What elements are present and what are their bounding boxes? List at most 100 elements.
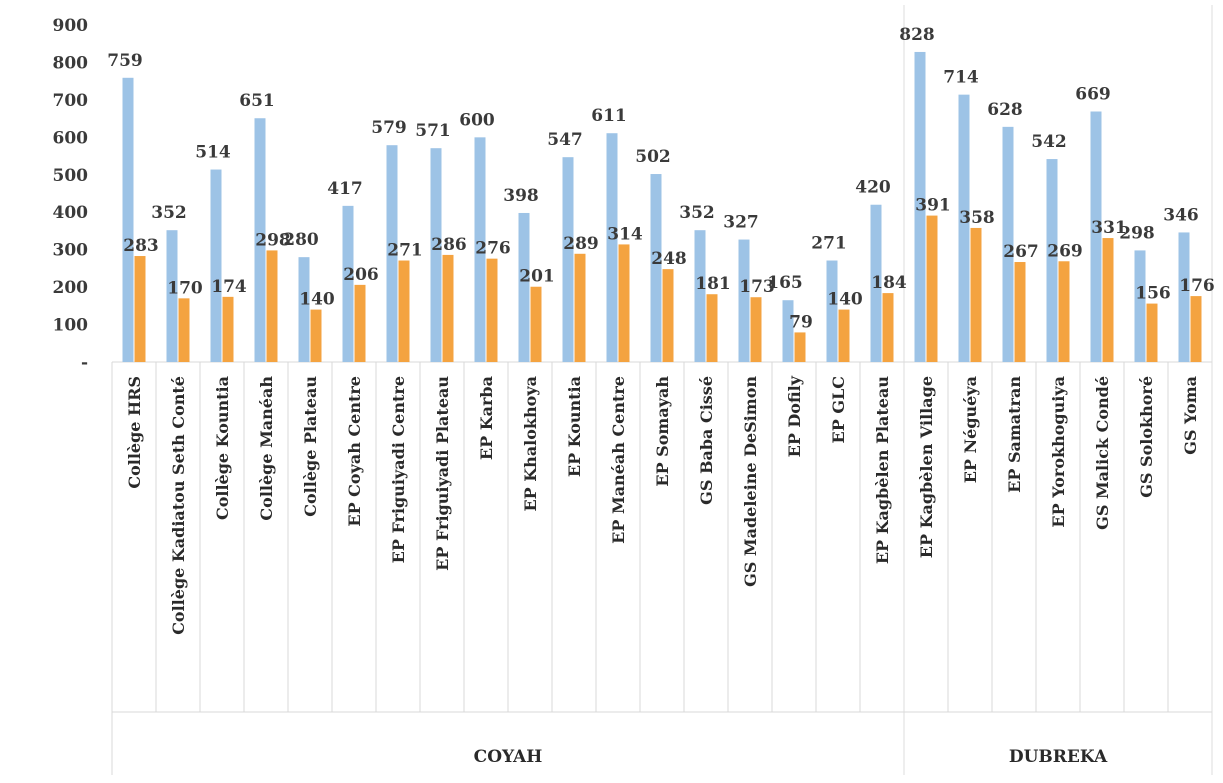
data-label: 283 [123, 236, 159, 256]
y-tick-label: 200 [53, 278, 89, 298]
bar-series-2 [266, 250, 278, 362]
data-label: 181 [695, 274, 731, 294]
bar-series-2 [1014, 262, 1026, 362]
category-label: EP Coyah Centre [345, 376, 364, 527]
y-tick-label: 500 [53, 166, 89, 186]
bar-series-1 [870, 204, 882, 362]
bar-series-1 [606, 133, 618, 362]
bar-series-2 [750, 297, 762, 362]
data-label: 314 [607, 224, 643, 244]
y-tick-label: 600 [53, 128, 89, 148]
bar-series-1 [430, 148, 442, 362]
data-label: 579 [371, 118, 407, 138]
data-label: 502 [635, 147, 671, 167]
bar-series-1 [958, 94, 970, 362]
data-label: 391 [915, 196, 951, 216]
bar-series-1 [298, 257, 310, 362]
data-label: 514 [195, 143, 231, 163]
data-label: 417 [327, 179, 363, 199]
bar-series-1 [738, 239, 750, 362]
bar-series-1 [518, 212, 530, 362]
data-label: 174 [211, 277, 247, 297]
bar-series-1 [914, 51, 926, 363]
bar-series-2 [1146, 303, 1158, 362]
bar-series-2 [706, 294, 718, 362]
data-label: 651 [239, 91, 275, 111]
category-label: EP Manéah Centre [609, 376, 628, 544]
data-label: 267 [1003, 242, 1039, 262]
data-label: 201 [519, 267, 555, 287]
bar-series-1 [474, 137, 486, 362]
category-label: GS Solokhoré [1137, 376, 1156, 498]
data-label: 327 [723, 213, 759, 233]
bar-series-1 [694, 230, 706, 362]
bar-series-2 [1102, 238, 1114, 362]
y-tick-label: 700 [53, 91, 89, 111]
data-label: 289 [563, 234, 599, 254]
data-label: 184 [871, 273, 907, 293]
y-tick-label: 800 [53, 53, 89, 73]
bar-series-2 [794, 332, 806, 362]
bar-series-2 [530, 286, 542, 362]
bar-series-1 [1134, 250, 1146, 362]
category-label: EP GLC [829, 376, 848, 443]
bar-series-1 [166, 230, 178, 362]
data-label: 286 [431, 235, 467, 255]
category-label: GS Malick Condé [1093, 376, 1112, 530]
data-label: 298 [1119, 223, 1155, 243]
category-label: GS Madeleine DeSimon [741, 376, 760, 587]
bar-series-2 [442, 254, 454, 362]
bar-series-1 [386, 145, 398, 362]
bar-series-2 [134, 256, 146, 362]
bar-series-1 [1090, 111, 1102, 362]
category-label: EP Yorokhoguiya [1049, 376, 1068, 528]
data-label: 271 [387, 241, 423, 261]
bar-series-1 [1046, 159, 1058, 362]
bar-series-2 [178, 298, 190, 362]
bar-series-1 [782, 300, 794, 362]
y-tick-label: 100 [53, 316, 89, 336]
data-label: 714 [943, 68, 979, 88]
data-label: 628 [987, 100, 1023, 120]
data-label: 611 [591, 106, 627, 126]
data-label: 248 [651, 249, 687, 269]
data-label: 176 [1179, 276, 1215, 296]
data-label: 398 [503, 186, 539, 206]
data-label: 669 [1075, 84, 1111, 104]
bar-series-1 [562, 157, 574, 362]
category-label: Collège Kadiatou Seth Conté [169, 376, 188, 635]
data-label: 170 [167, 278, 203, 298]
bar-series-2 [838, 309, 850, 362]
category-label: EP Kountia [565, 376, 584, 477]
data-label: 759 [107, 51, 143, 71]
category-label: Collège Plateau [301, 376, 320, 517]
bar-series-2 [1058, 261, 1070, 362]
category-grid [111, 5, 1213, 775]
data-label: 331 [1091, 218, 1127, 238]
category-label: EP Néguéya [961, 376, 980, 483]
bar-series-2 [1190, 296, 1202, 362]
category-labels: Collège HRS Collège Kadiatou Seth Conté Co… [125, 375, 1200, 634]
category-label: EP Kagbèlen Village [917, 376, 936, 558]
category-label: Collège Manéah [257, 376, 276, 521]
data-label: 165 [767, 273, 803, 293]
data-label: 140 [827, 290, 863, 310]
data-label: 298 [255, 230, 291, 250]
bar-series-2 [222, 296, 234, 362]
bar-series-1 [650, 174, 662, 362]
category-label: Collège Kountia [213, 376, 232, 520]
category-label: GS Baba Cissé [697, 376, 716, 505]
bar-series-2 [970, 227, 982, 362]
bar-series-1 [1002, 126, 1014, 362]
group-label: COYAH [474, 747, 543, 767]
category-label: EP Kagbèlen Plateau [873, 376, 892, 565]
data-label: 346 [1163, 205, 1199, 225]
y-axis: - 100 200 300 400 500 600 700 800 900 [53, 16, 89, 373]
data-label: 206 [343, 265, 379, 285]
data-label: 79 [789, 312, 813, 332]
category-label: EP Somayah [653, 376, 672, 487]
data-label: 269 [1047, 241, 1083, 261]
y-tick-label: 900 [53, 16, 89, 36]
bar-series-2 [574, 253, 586, 362]
